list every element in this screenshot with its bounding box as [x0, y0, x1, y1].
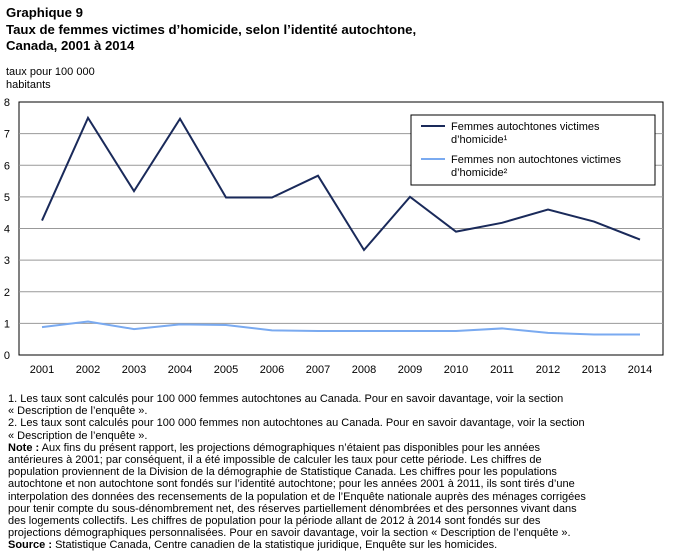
- x-axis-ticks: 2001 2002 2003 2004 2005 2006 2007 2008 2009 2010…: [30, 364, 652, 376]
- x-tick-label-2009: 2009: [398, 364, 422, 376]
- y-tick-label-1: 1: [4, 318, 10, 330]
- title-line-2: Taux de femmes victimes d’homicide, selo…: [6, 21, 417, 37]
- y-axis-label: taux pour 100 000 habitants: [6, 66, 95, 92]
- note-label: Note :: [8, 441, 40, 454]
- y-tick-label-4: 4: [4, 224, 10, 236]
- x-tick-label-2003: 2003: [122, 364, 146, 376]
- note-text-1: Aux fins du présent rapport, les project…: [39, 441, 540, 454]
- source-label: Source :: [8, 539, 53, 552]
- footnote-1-line-2: « Description de l’enquête ».: [8, 405, 148, 418]
- x-tick-label-2005: 2005: [214, 364, 238, 376]
- note-line-4: autochtone et non autochtone sont fondés…: [8, 478, 575, 491]
- title-line-3: Canada, 2001 à 2014: [6, 38, 135, 53]
- legend-box: [410, 114, 656, 186]
- x-tick-label-2010: 2010: [444, 364, 468, 376]
- chart-title: Graphique 9 Taux de femmes victimes d’ho…: [6, 5, 666, 55]
- note-line-1: Note : Aux fins du présent rapport, les …: [8, 442, 668, 454]
- y-tick-label-7: 7: [4, 129, 10, 141]
- footnote-1-line-1: 1. Les taux sont calculés pour 100 000 f…: [8, 393, 564, 405]
- legend-label-2-line-2: d’homicide²: [451, 167, 508, 179]
- note-line-2: antérieures à 2001; par conséquent, il a…: [8, 454, 542, 467]
- source-line: Source : Statistique Canada, Centre cana…: [8, 539, 668, 551]
- legend-label-1-line-1: Femmes autochtones victimes: [451, 121, 600, 133]
- y-axis-label-line-1: taux pour 100 000: [6, 66, 95, 78]
- x-tick-label-2013: 2013: [582, 364, 606, 376]
- y-tick-label-8: 8: [4, 97, 10, 109]
- note-line-3: population proviennent de la Division de…: [8, 466, 557, 479]
- y-tick-label-2: 2: [4, 287, 10, 299]
- note-line-6: pour tenir compte du sous-dénombrement n…: [8, 502, 577, 515]
- x-tick-label-2007: 2007: [306, 364, 330, 376]
- y-tick-label-3: 3: [4, 255, 10, 267]
- x-tick-label-2004: 2004: [168, 364, 192, 376]
- x-tick-label-2012: 2012: [536, 364, 560, 376]
- y-tick-label-0: 0: [4, 350, 10, 362]
- note-line-8: projections démographiques personnalisée…: [8, 527, 571, 540]
- footnote-2-line-2: « Description de l’enquête ».: [8, 429, 148, 442]
- y-tick-label-5: 5: [4, 192, 10, 204]
- x-tick-label-2006: 2006: [260, 364, 284, 376]
- x-tick-label-2008: 2008: [352, 364, 376, 376]
- legend-label-1-line-2: d’homicide¹: [451, 134, 508, 146]
- source-text: Statistique Canada, Centre canadien de l…: [52, 539, 498, 552]
- chart-number: Graphique 9: [6, 5, 83, 20]
- y-tick-label-6: 6: [4, 160, 10, 172]
- series-line-2: [41, 320, 640, 336]
- note-line-5: interpolation des données des recensemen…: [8, 490, 586, 503]
- x-tick-label-2011: 2011: [490, 364, 514, 376]
- series-line-1: [41, 115, 641, 252]
- x-tick-label-2001: 2001: [30, 364, 54, 376]
- y-axis-label-line-2: habitants: [6, 79, 51, 91]
- y-axis-ticks: 0 1 2 3 4 5 6 7 8: [4, 97, 10, 362]
- series-lines: [41, 115, 641, 336]
- footnotes: 1. Les taux sont calculés pour 100 000 f…: [8, 393, 668, 552]
- legend-label-2-line-1: Femmes non autochtones victimes: [451, 154, 621, 166]
- note-line-7: des logements collectifs. Les chiffres d…: [8, 515, 541, 528]
- x-tick-label-2002: 2002: [76, 364, 100, 376]
- x-tick-label-2014: 2014: [628, 364, 652, 376]
- footnote-2-line-1: 2. Les taux sont calculés pour 100 000 f…: [8, 417, 585, 430]
